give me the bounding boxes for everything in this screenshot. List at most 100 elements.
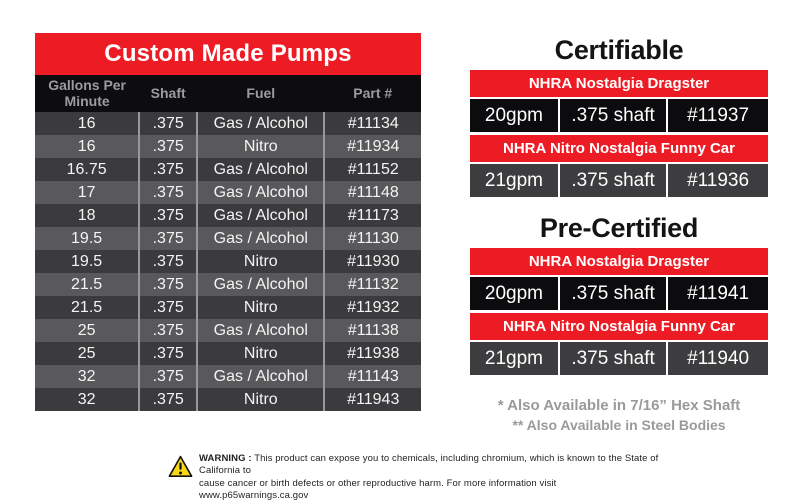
table-cell: .375 (138, 112, 198, 135)
class-header-bar: NHRA Nitro Nostalgia Funny Car (470, 135, 768, 162)
spec-row: 20gpm .375 shaft #11937 (470, 99, 768, 132)
table-cell: Gas / Alcohol (196, 227, 325, 250)
column-header: Fuel (197, 75, 325, 112)
table-cell: Nitro (196, 342, 325, 365)
table-cell: Gas / Alcohol (196, 112, 325, 135)
table-cell: Nitro (196, 388, 325, 411)
table-cell: Nitro (196, 296, 325, 319)
table-cell: .375 (138, 204, 198, 227)
table-cell: #11148 (323, 181, 421, 204)
footnotes: * Also Available in 7/16” Hex Shaft ** A… (470, 396, 768, 435)
table-row: 21.5.375 Nitro #11932 (35, 296, 421, 319)
table-row: 25.375 Gas / Alcohol #11138 (35, 319, 421, 342)
class-header-bar: NHRA Nostalgia Dragster (470, 70, 768, 97)
table-row: 17.375 Gas / Alcohol #11148 (35, 181, 421, 204)
certification-group: NHRA Nitro Nostalgia Funny Car 21gpm .375 … (470, 135, 768, 197)
spec-cell: 20gpm (470, 99, 558, 132)
spec-cell: .375 shaft (559, 342, 667, 375)
table-cell: .375 (138, 388, 198, 411)
table-cell: 17 (35, 181, 140, 204)
spec-row: 21gpm .375 shaft #11936 (470, 164, 768, 197)
table-cell: Gas / Alcohol (196, 273, 325, 296)
table-row: 19.5.375 Nitro #11930 (35, 250, 421, 273)
table-cell: .375 (138, 296, 198, 319)
table-cell: #11152 (323, 158, 421, 181)
table-cell: .375 (138, 250, 198, 273)
table-title: Custom Made Pumps (35, 33, 421, 75)
certification-sections: Certifiable NHRA Nostalgia Dragster 20gpm.… (470, 33, 768, 375)
class-header-bar: NHRA Nostalgia Dragster (470, 248, 768, 275)
table-cell: .375 (138, 158, 198, 181)
table-cell: Gas / Alcohol (196, 181, 325, 204)
spec-cell: .375 shaft (559, 99, 667, 132)
table-cell: .375 (138, 181, 198, 204)
table-cell: #11143 (323, 365, 421, 388)
spec-cell: 21gpm (470, 342, 558, 375)
table-row: 21.5.375 Gas / Alcohol #11132 (35, 273, 421, 296)
table-cell: 21.5 (35, 296, 140, 319)
table-cell: 19.5 (35, 250, 140, 273)
table-cell: #11932 (323, 296, 421, 319)
table-cell: Nitro (196, 135, 325, 158)
table-cell: Gas / Alcohol (196, 319, 325, 342)
table-cell: 32 (35, 388, 140, 411)
warning-line2: cause cancer or birth defects or other r… (199, 477, 557, 502)
table-cell: .375 (138, 135, 198, 158)
table-cell: 32 (35, 365, 140, 388)
spec-cell: .375 shaft (559, 164, 667, 197)
table-cell: .375 (138, 273, 198, 296)
warning-triangle-icon (168, 455, 193, 483)
table-cell: 19.5 (35, 227, 140, 250)
spec-cell: #11937 (668, 99, 768, 132)
table-row: 32.375 Nitro #11943 (35, 388, 421, 411)
warning-text: WARNING : This product can expose you to… (199, 453, 660, 502)
certification-group: NHRA Nostalgia Dragster 20gpm .375 shaft #1… (470, 248, 768, 310)
table-cell: #11132 (323, 273, 421, 296)
table-cell: #11130 (323, 227, 421, 250)
table-cell: #11930 (323, 250, 421, 273)
certification-section: Certifiable NHRA Nostalgia Dragster 20gpm.… (470, 33, 768, 197)
table-cell: 16 (35, 112, 140, 135)
table-cell: 25 (35, 319, 140, 342)
table-cell: 25 (35, 342, 140, 365)
spec-row: 21gpm .375 shaft #11940 (470, 342, 768, 375)
column-header: Part # (324, 75, 421, 112)
class-header-bar: NHRA Nitro Nostalgia Funny Car (470, 313, 768, 340)
spec-cell: .375 shaft (559, 277, 667, 310)
table-row: 16.375 Gas / Alcohol #11134 (35, 112, 421, 135)
warning-line1: This product can expose you to chemicals… (199, 453, 659, 477)
table-row: 19.5.375 Gas / Alcohol #11130 (35, 227, 421, 250)
table-cell: .375 (138, 227, 198, 250)
column-header: Shaft (139, 75, 198, 112)
table-cell: #11943 (323, 388, 421, 411)
table-cell: #11134 (323, 112, 421, 135)
table-cell: Nitro (196, 250, 325, 273)
table-row: 18.375 Gas / Alcohol #11173 (35, 204, 421, 227)
section-title: Pre-Certified (539, 213, 699, 243)
table-cell: Gas / Alcohol (196, 158, 325, 181)
spec-cell: 20gpm (470, 277, 558, 310)
table-header-row: Gallons Per Minute Shaft Fuel Part # (35, 75, 421, 112)
certification-group: NHRA Nostalgia Dragster 20gpm .375 shaft #1… (470, 70, 768, 132)
table-cell: 16 (35, 135, 140, 158)
table-cell: .375 (138, 342, 198, 365)
table-cell: Gas / Alcohol (196, 204, 325, 227)
table-cell: Gas / Alcohol (196, 365, 325, 388)
warning-label: WARNING : (199, 453, 252, 464)
spec-cell: #11941 (668, 277, 768, 310)
table-cell: #11938 (323, 342, 421, 365)
table-row: 16.375 Nitro #11934 (35, 135, 421, 158)
table-cell: #11934 (323, 135, 421, 158)
spec-cell: #11936 (668, 164, 768, 197)
table-cell: .375 (138, 319, 198, 342)
table-row: 16.75.375 Gas / Alcohol #11152 (35, 158, 421, 181)
section-title: Certifiable (554, 35, 684, 65)
table-cell: 16.75 (35, 158, 140, 181)
footnote-steel-bodies: ** Also Available in Steel Bodies (512, 417, 726, 433)
prop65-warning: WARNING : This product can expose you to… (168, 453, 660, 502)
table-row: 25.375 Nitro #11938 (35, 342, 421, 365)
custom-pumps-table-wrap: Custom Made Pumps Gallons Per Minute Shaf… (35, 33, 421, 411)
table-cell: #11138 (323, 319, 421, 342)
table-cell: 21.5 (35, 273, 140, 296)
